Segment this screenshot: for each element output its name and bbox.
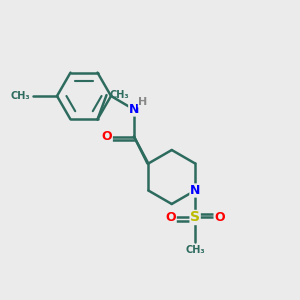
Text: H: H: [138, 97, 148, 107]
Text: CH₃: CH₃: [185, 245, 205, 255]
Text: CH₃: CH₃: [110, 90, 129, 100]
Text: O: O: [166, 211, 176, 224]
Text: S: S: [190, 211, 200, 224]
Text: O: O: [102, 130, 112, 143]
Text: CH₃: CH₃: [10, 91, 30, 101]
Text: O: O: [214, 211, 225, 224]
Text: N: N: [190, 184, 200, 197]
Text: N: N: [129, 103, 139, 116]
